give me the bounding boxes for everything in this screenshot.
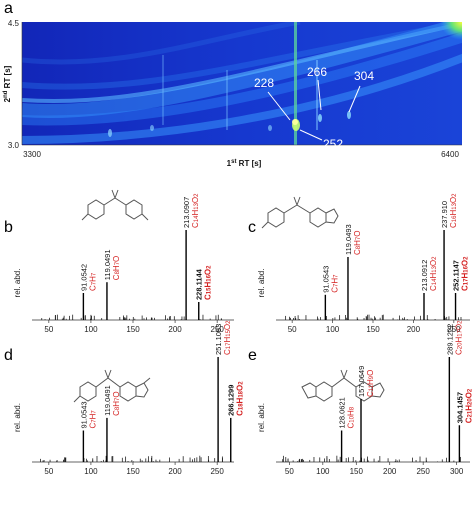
- x-tick-label: 250: [447, 325, 461, 334]
- y-axis-label: rel. abd.: [13, 269, 22, 298]
- peak-mz-label: 213.0907: [182, 197, 191, 228]
- x-tick-label: 100: [84, 325, 98, 334]
- y-axis-label: rel. abd.: [257, 403, 266, 432]
- panel-letter-e: e: [248, 347, 257, 364]
- peak-formula-label: C8H7O: [112, 256, 121, 280]
- heatmap-spot: [150, 125, 154, 131]
- peak-mz-label: 266.1299: [227, 385, 236, 416]
- heatmap-band: [22, 22, 462, 104]
- heatmap-spot: [108, 129, 112, 137]
- molecule-e-structure: [301, 369, 385, 402]
- peak-mz-label: 119.0493: [344, 224, 353, 255]
- peak-mz-label: 91.0543: [79, 401, 88, 428]
- x-tick-label: 200: [168, 467, 182, 476]
- x-tick-label: 250: [210, 467, 224, 476]
- peak-mz-label: 119.0491: [103, 249, 112, 280]
- peak-formula-label: C20H17O2: [454, 320, 463, 355]
- panel-letter-d: d: [4, 347, 13, 364]
- peak-formula-label: C16H13O2: [449, 193, 458, 228]
- heatmap-spot: [318, 114, 322, 122]
- panel-letter-a: a: [4, 0, 13, 17]
- peak-formula-label: C8H7O: [353, 231, 362, 255]
- y-axis-label: rel. abd.: [257, 269, 266, 298]
- heatmap-band: [22, 53, 462, 144]
- x-tick-right: 6400: [441, 150, 459, 159]
- peak-formula-label: C7H7: [330, 274, 339, 293]
- peak-formula-label: C11H9O: [366, 370, 375, 397]
- peak-mz-label: 213.0912: [420, 260, 429, 291]
- annotation-228: 228: [254, 76, 274, 90]
- heatmap-spot: [347, 111, 351, 119]
- panel-letter-b: b: [4, 219, 13, 236]
- heatmap-hotspot: [440, 22, 462, 40]
- x-tick-label: 50: [288, 325, 297, 334]
- x-tick-label: 300: [450, 467, 464, 476]
- x-tick-label: 200: [383, 467, 397, 476]
- x-tick-label: 150: [126, 325, 140, 334]
- x-tick-label: 100: [84, 467, 98, 476]
- x-axis-label: 1st RT [s]: [227, 159, 262, 168]
- peak-formula-label: C18H18O2: [236, 381, 245, 416]
- peak-mz-label: 128.0621: [338, 397, 347, 428]
- x-tick-label: 50: [285, 467, 294, 476]
- x-tick-label: 250: [210, 325, 224, 334]
- heatmap-band: [22, 32, 462, 126]
- y-axis-label: rel. abd.: [13, 403, 22, 432]
- annotation-266: 266: [307, 65, 327, 79]
- peak-formula-label: C10H8: [347, 406, 356, 428]
- heatmap-svg: 4.5 3.0 3300 6400 1st RT [s] 2nd RT [s] …: [3, 19, 462, 168]
- x-tick-label: 200: [168, 325, 182, 334]
- peak-mz-label: 91.0542: [79, 264, 88, 291]
- heatmap-streak: [294, 22, 297, 145]
- peak-mz-label: 304.1457: [455, 392, 464, 423]
- x-tick-label: 150: [350, 467, 364, 476]
- heatmap-spot: [292, 119, 298, 125]
- peak-formula-label: C17H15O2: [223, 320, 232, 355]
- peak-mz-label: 252.1147: [452, 260, 461, 291]
- molecule-d-structure: [73, 369, 151, 403]
- peak-mz-label: 228.1144: [195, 268, 204, 300]
- peak-formula-label: C7H7: [88, 410, 97, 429]
- peak-formula-label: C8H7O: [112, 391, 121, 415]
- molecule-b-structure: [81, 189, 149, 221]
- peak-formula-label: C7H7: [88, 272, 97, 291]
- peak-formula-label: C17H16O2: [461, 256, 470, 291]
- y-tick-bottom: 3.0: [8, 141, 20, 150]
- peak-formula-label: C21H20O2: [464, 388, 473, 423]
- x-tick-label: 50: [44, 467, 53, 476]
- peak-mz-label: 251.1063: [214, 324, 223, 355]
- annotation-252: 252: [323, 137, 343, 151]
- peak-mz-label: 289.1222: [445, 324, 454, 355]
- x-tick-label: 50: [44, 325, 53, 334]
- peak-formula-label: C14H13O2: [429, 256, 438, 291]
- x-tick-label: 200: [407, 325, 421, 334]
- y-tick-top: 4.5: [8, 19, 20, 28]
- heatmap-band: [22, 22, 462, 90]
- x-tick-left: 3300: [23, 150, 41, 159]
- peak-mz-label: 91.0543: [321, 266, 330, 293]
- x-tick-label: 150: [366, 325, 380, 334]
- x-tick-label: 100: [326, 325, 340, 334]
- x-tick-label: 150: [126, 467, 140, 476]
- annotation-304: 304: [354, 69, 374, 83]
- heatmap-band: [22, 22, 462, 119]
- heatmap-streak: [162, 55, 164, 125]
- y-axis-label: 2nd RT [s]: [3, 65, 12, 102]
- peak-mz-label: 157.0649: [357, 366, 366, 397]
- molecule-c-structure: [261, 196, 339, 229]
- heatmap-streak: [226, 70, 228, 130]
- peak-mz-label: 237.910: [440, 201, 449, 228]
- peak-formula-label: C15H16O2: [204, 265, 213, 300]
- x-tick-label: 250: [416, 467, 430, 476]
- heatmap-spot: [268, 125, 272, 131]
- x-tick-label: 100: [316, 467, 330, 476]
- peak-mz-label: 119.0491: [103, 385, 112, 416]
- panel-letter-c: c: [248, 219, 256, 236]
- heatmap-band: [22, 22, 301, 65]
- peak-formula-label: C14H13O2: [191, 193, 200, 228]
- heatmap-streak: [316, 60, 318, 130]
